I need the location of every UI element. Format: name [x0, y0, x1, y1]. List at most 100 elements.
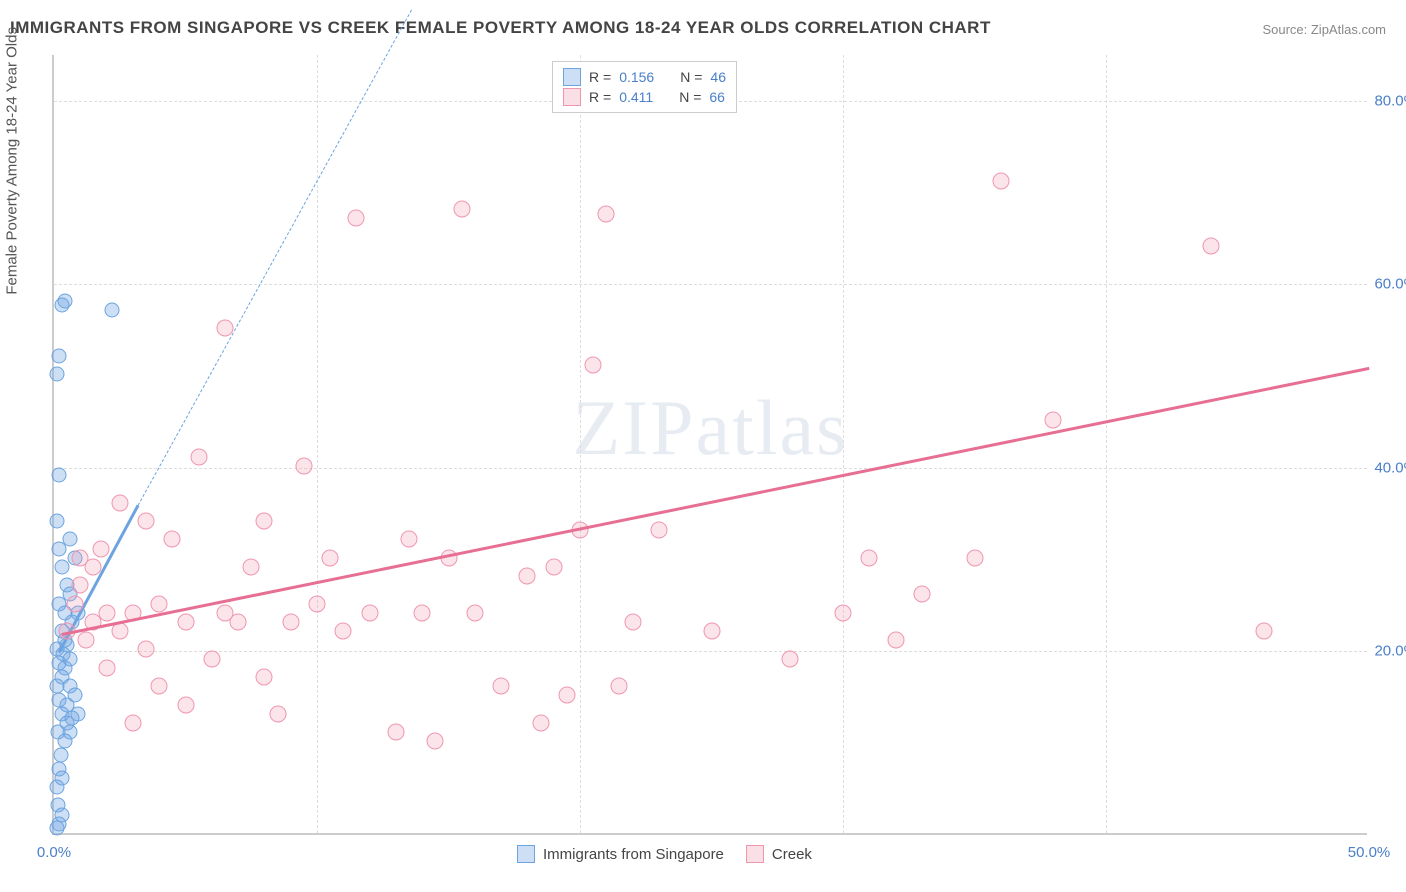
r-value-blue: 0.156 [619, 69, 654, 85]
gridline-horizontal [54, 651, 1367, 652]
data-point [52, 468, 67, 483]
data-point [782, 650, 799, 667]
data-point [401, 531, 418, 548]
data-point [532, 714, 549, 731]
data-point [387, 724, 404, 741]
data-point [611, 678, 628, 695]
data-point [545, 558, 562, 575]
data-point [52, 761, 67, 776]
legend-label-blue: Immigrants from Singapore [543, 846, 724, 863]
data-point [85, 558, 102, 575]
chart-area: ZIPatlas 20.0%40.0%60.0%80.0%0.0%50.0% R… [52, 55, 1367, 835]
gridline-vertical [843, 55, 844, 833]
data-point [256, 669, 273, 686]
data-point [624, 613, 641, 630]
data-point [72, 577, 89, 594]
data-point [322, 549, 339, 566]
x-tick-label: 50.0% [1348, 844, 1391, 861]
gridline-vertical [1106, 55, 1107, 833]
data-point [466, 604, 483, 621]
data-point [243, 558, 260, 575]
data-point [138, 513, 155, 530]
data-point [887, 632, 904, 649]
y-tick-label: 80.0% [1372, 92, 1406, 109]
y-tick-label: 40.0% [1372, 459, 1406, 476]
data-point [57, 293, 72, 308]
data-point [348, 210, 365, 227]
r-value-pink: 0.411 [619, 89, 653, 105]
data-point [151, 595, 168, 612]
data-point [54, 559, 69, 574]
data-point [1045, 412, 1062, 429]
gridline-vertical [317, 55, 318, 833]
r-label: R = [589, 69, 611, 85]
data-point [190, 448, 207, 465]
trend-line [138, 9, 412, 505]
data-point [111, 494, 128, 511]
data-point [203, 650, 220, 667]
data-point [1203, 237, 1220, 254]
n-value-pink: 66 [709, 89, 725, 105]
data-point [835, 604, 852, 621]
data-point [309, 595, 326, 612]
data-point [62, 532, 77, 547]
data-point [913, 586, 930, 603]
data-point [992, 173, 1009, 190]
data-point [230, 613, 247, 630]
legend-item-blue: Immigrants from Singapore [517, 845, 724, 863]
x-tick-label: 0.0% [37, 844, 71, 861]
data-point [52, 692, 67, 707]
n-label: N = [680, 69, 702, 85]
data-point [414, 604, 431, 621]
data-point [282, 613, 299, 630]
data-point [269, 705, 286, 722]
watermark: ZIPatlas [573, 383, 849, 473]
data-point [585, 357, 602, 374]
data-point [177, 696, 194, 713]
data-point [256, 513, 273, 530]
data-point [966, 549, 983, 566]
data-point [67, 595, 84, 612]
data-point [93, 540, 110, 557]
source-label: Source: ZipAtlas.com [1262, 22, 1386, 37]
legend-series: Immigrants from Singapore Creek [517, 845, 812, 863]
trend-line [62, 367, 1370, 636]
data-point [164, 531, 181, 548]
gridline-horizontal [54, 468, 1367, 469]
data-point [335, 623, 352, 640]
n-label: N = [679, 89, 701, 105]
data-point [124, 714, 141, 731]
gridline-horizontal [54, 284, 1367, 285]
r-label: R = [589, 89, 611, 105]
legend-row-blue: R = 0.156 N = 46 [563, 68, 726, 86]
data-point [558, 687, 575, 704]
data-point [650, 522, 667, 539]
data-point [151, 678, 168, 695]
data-point [1255, 623, 1272, 640]
swatch-blue [517, 845, 535, 863]
data-point [49, 367, 64, 382]
legend-correlation: R = 0.156 N = 46 R = 0.411 N = 66 [552, 61, 737, 113]
data-point [98, 659, 115, 676]
swatch-blue [563, 68, 581, 86]
data-point [295, 457, 312, 474]
legend-label-pink: Creek [772, 846, 812, 863]
data-point [52, 348, 67, 363]
data-point [138, 641, 155, 658]
data-point [427, 733, 444, 750]
data-point [519, 568, 536, 585]
data-point [49, 514, 64, 529]
data-point [104, 302, 119, 317]
y-axis-label: Female Poverty Among 18-24 Year Olds [4, 27, 21, 295]
plot-region: ZIPatlas 20.0%40.0%60.0%80.0%0.0%50.0% [52, 55, 1367, 835]
data-point [77, 632, 94, 649]
swatch-pink [563, 88, 581, 106]
legend-row-pink: R = 0.411 N = 66 [563, 88, 726, 106]
y-tick-label: 20.0% [1372, 643, 1406, 660]
data-point [493, 678, 510, 695]
data-point [177, 613, 194, 630]
n-value-blue: 46 [710, 69, 726, 85]
data-point [50, 798, 65, 813]
chart-title: IMMIGRANTS FROM SINGAPORE VS CREEK FEMAL… [10, 18, 991, 38]
data-point [703, 623, 720, 640]
